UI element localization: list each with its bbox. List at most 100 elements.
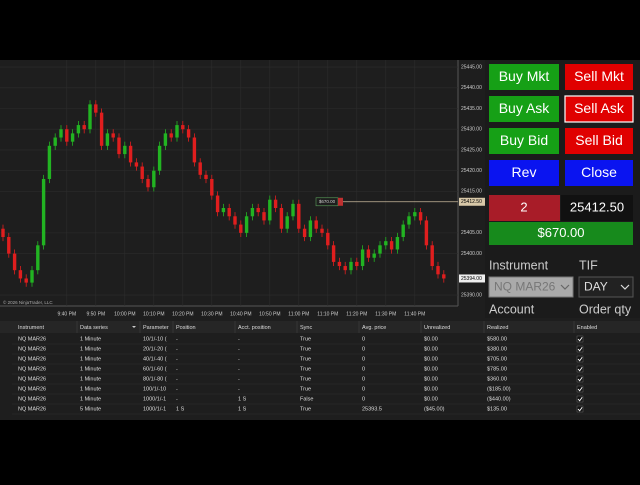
enabled-checkbox[interactable] [576,395,584,403]
order-button-label[interactable]: Sell Bid [575,132,622,148]
order-button[interactable] [489,160,559,186]
cell: 0 [362,376,365,382]
last-price-box [459,274,485,283]
candle-body [366,249,371,258]
cell: 1 Minute [80,366,101,372]
enabled-checkbox[interactable] [576,405,584,413]
cell: $0.00 [424,356,438,362]
enabled-checkbox[interactable] [576,385,584,393]
candle-body [30,270,34,283]
cell: NQ MAR26 [18,336,46,342]
cell: $0.00 [424,346,438,352]
checkmark [577,397,583,402]
cell: NQ MAR26 [18,346,46,352]
cell: - [176,366,178,372]
x-tick-label: 9:40 PM [57,311,76,317]
candle-body [291,203,295,217]
order-button[interactable] [489,128,559,154]
enabled-checkbox[interactable] [576,335,584,343]
cell: - [238,366,240,372]
candle-body [227,207,231,217]
position-price: 25412.50 [461,199,482,205]
candle-body [418,212,423,221]
order-button-label[interactable]: Rev [512,164,537,180]
cell: 1 Minute [80,336,101,342]
order-button[interactable] [565,160,633,186]
order-button[interactable] [564,95,634,123]
candle-body [424,220,429,246]
cell: ($45.00) [424,406,445,412]
tif-select[interactable] [578,276,634,298]
x-tick-label: 11:40 PM [404,311,425,317]
tif-label: TIF [579,258,598,272]
x-tick-label: 11:30 PM [375,311,396,317]
cell: True [300,346,311,352]
checkmark [577,407,583,412]
cell: ($185.00) [487,386,511,392]
candle-body [169,133,173,138]
enabled-checkbox[interactable] [576,345,584,353]
candle-body [273,199,278,208]
candle-body [140,166,144,179]
x-tick-label: 11:00 PM [288,311,309,317]
tif-value[interactable]: DAY [584,280,608,294]
cell: NQ MAR26 [18,356,46,362]
candle-body [210,178,214,196]
instrument-value[interactable]: NQ MAR26 [494,280,556,294]
candle-body [372,253,376,258]
enabled-checkbox[interactable] [576,365,584,373]
order-button[interactable] [565,128,633,154]
y-tick-label: 25420.00 [461,168,482,174]
cell: 1 S [238,396,247,402]
cell: NQ MAR26 [18,376,46,382]
order-button-label[interactable]: Sell Ask [574,100,625,116]
candle-body [233,216,237,225]
y-tick-label: 25390.00 [461,292,482,298]
candle-body [24,278,28,283]
order-button-label[interactable]: Buy Mkt [499,68,550,84]
position-price-box [459,197,485,206]
candle-body [297,203,301,229]
order-button[interactable] [489,64,559,90]
cell: 1 Minute [80,376,101,382]
candle-body [175,125,179,138]
candle-body [239,224,243,233]
cell: 0 [362,336,365,342]
cell: $0.00 [424,396,438,402]
cell: ($440.00) [487,396,511,402]
account-label: Account [489,302,535,316]
checkmark [577,347,583,352]
candle-body [314,220,318,229]
order-button-label[interactable]: Close [581,164,617,180]
candle-body [349,261,353,271]
enabled-checkbox[interactable] [576,355,584,363]
x-tick-label: 10:50 PM [259,311,280,317]
candle-body [181,125,185,130]
column-header: Unrealized [424,325,450,331]
enabled-checkbox[interactable] [576,375,584,383]
order-button[interactable] [565,64,633,90]
candle-body [395,237,400,250]
cell: 20/1/-20 ( [143,346,167,352]
avg-price: 25412.50 [570,199,624,214]
instrument-select[interactable] [488,276,574,298]
cell: $0.00 [424,366,438,372]
candle-body [152,170,156,188]
cell: NQ MAR26 [18,406,46,412]
pnl: $670.00 [538,225,585,240]
candle-body [389,241,394,250]
order-button-label[interactable]: Buy Ask [499,100,551,116]
cell: 1000/1/-1 [143,406,166,412]
candle-body [250,207,255,217]
candle-body [111,133,115,138]
column-header: Acct. position [238,325,271,331]
cell: 0 [362,346,365,352]
order-button-label[interactable]: Sell Mkt [574,68,624,84]
chart-panel [0,60,485,318]
candle-body [442,274,446,279]
order-button-label[interactable]: Buy Bid [500,132,548,148]
quantity: 2 [520,199,527,214]
order-button[interactable] [489,96,559,122]
candle-body [331,245,336,262]
